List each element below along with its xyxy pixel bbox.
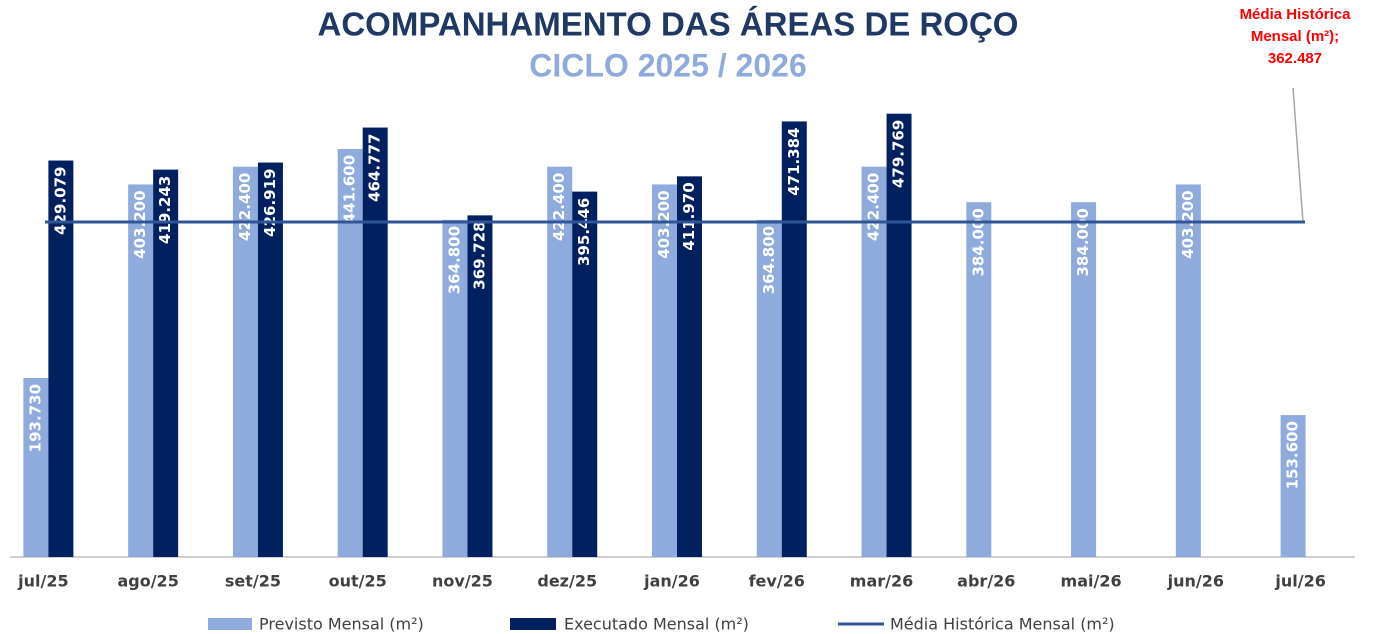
value-label: 411.970 [680,182,698,250]
x-tick-label: jun/26 [1167,572,1224,591]
value-label: 403.200 [655,190,673,258]
bar [1280,415,1306,557]
x-tick-label: jul/26 [1274,572,1325,591]
x-tick-label: mai/26 [1061,572,1122,591]
x-tick-label: ago/25 [117,572,178,591]
bar [886,113,912,557]
x-tick-label: jul/25 [17,572,68,591]
x-tick-label: set/25 [225,572,281,591]
legend-label: Média Histórica Mensal (m²) [890,615,1115,634]
bar [572,191,598,557]
value-label: 479.769 [890,120,908,188]
bar [781,121,807,557]
x-tick-label: jan/26 [643,572,700,591]
value-label: 403.200 [1179,190,1197,258]
value-label: 369.728 [470,221,488,289]
value-label: 419.243 [156,176,174,244]
leader-line [1292,87,1304,223]
x-tick-label: abr/26 [957,572,1015,591]
bar [467,215,493,557]
bar [861,166,887,557]
legend-swatch [208,618,252,630]
bar [153,169,179,558]
bar [257,162,283,557]
x-tick-label: out/25 [329,572,387,591]
value-label: 441.600 [341,155,359,223]
x-tick-label: dez/25 [537,572,597,591]
bar [362,127,388,557]
bar [756,219,782,557]
value-label: 395.446 [575,198,593,266]
bar [547,166,573,557]
bar [1175,184,1201,557]
value-label: 426.919 [261,169,279,237]
bar [23,377,49,557]
bar [966,202,992,557]
annotation: Mensal (m²); [1251,28,1339,45]
x-tick-label: fev/26 [749,572,805,591]
bar [652,184,677,557]
bar [232,166,258,557]
value-label: 471.384 [785,127,803,195]
chart-subtitle: CICLO 2025 / 2026 [529,47,806,83]
x-tick-label: mar/26 [850,572,913,591]
legend-swatch [510,618,556,630]
value-label: 384.000 [969,208,987,276]
bar [677,176,702,557]
bar [128,184,154,557]
value-label: 422.400 [550,173,568,241]
value-label: 464.777 [366,134,384,202]
legend-label: Executado Mensal (m²) [564,615,749,634]
legend-label: Previsto Mensal (m²) [259,615,424,634]
x-tick-label: nov/25 [432,572,493,591]
bar [337,148,363,557]
bar [442,219,468,557]
value-label: 403.200 [131,190,149,258]
annotation-value: 362.487 [1268,50,1322,67]
value-label: 364.800 [760,226,778,294]
value-label: 429.079 [51,167,69,235]
value-label: 364.800 [445,226,463,294]
bar [1071,202,1097,557]
value-label: 422.400 [865,173,883,241]
value-label: 422.400 [236,173,254,241]
value-label: 153.600 [1284,421,1302,489]
value-label: 193.730 [26,384,44,452]
value-label: 384.000 [1074,208,1092,276]
chart-title: ACOMPANHAMENTO DAS ÁREAS DE ROÇO [318,6,1019,43]
annotation: Média Histórica [1240,6,1352,23]
bar [48,160,74,557]
